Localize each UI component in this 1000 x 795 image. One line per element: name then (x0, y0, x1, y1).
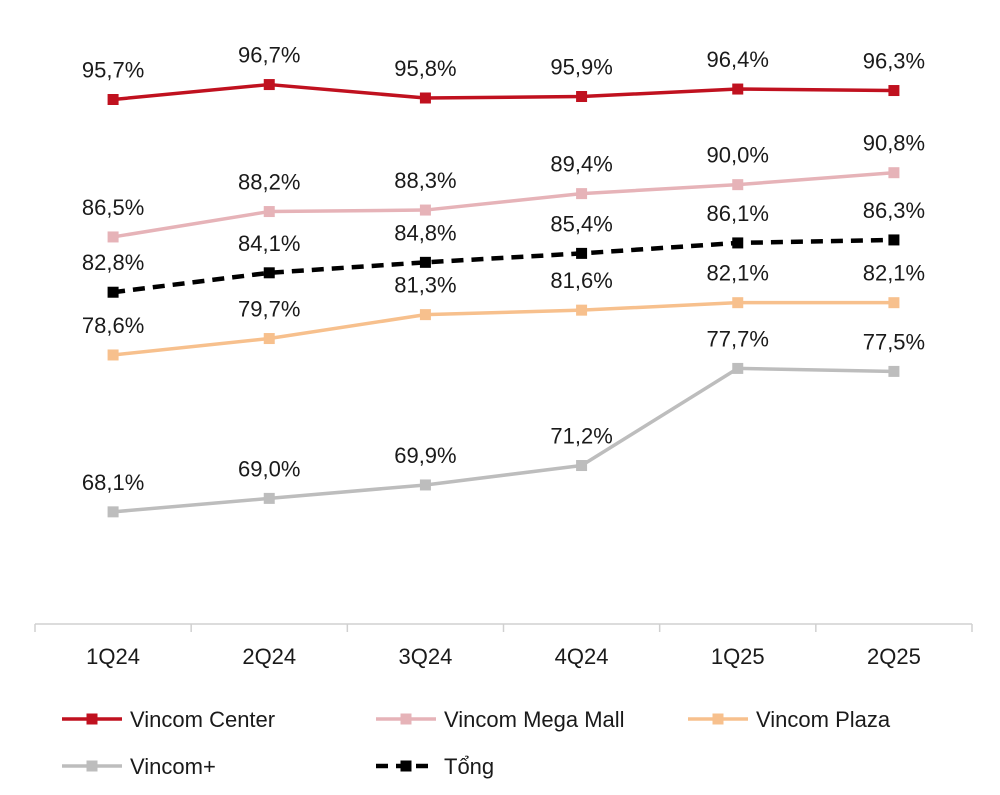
series-line-vincom-plus (112, 366, 894, 514)
legend-item-vincom-center: Vincom Center (62, 707, 275, 732)
data-label-vincom-plus: 68,1% (82, 470, 144, 495)
data-label-vincom-center: 95,8% (394, 56, 456, 81)
data-label-vincom-center: 96,4% (707, 47, 769, 72)
legend-label-t-ng: Tổng (444, 754, 494, 779)
data-label-t-ng: 84,8% (394, 220, 456, 245)
legend-marker-vincom-center (86, 713, 98, 725)
x-tick-label: 1Q24 (86, 644, 140, 669)
data-label-vincom-plaza: 81,6% (550, 268, 612, 293)
marker-vincom-plus (888, 365, 900, 377)
legend-item-vincom-plaza: Vincom Plaza (688, 707, 891, 732)
legend-marker-vincom-plaza (712, 713, 724, 725)
marker-vincom-plaza (107, 349, 119, 361)
x-tick-labels: 1Q24 2Q24 3Q24 4Q24 1Q25 2Q25 (86, 644, 921, 669)
marker-t-ng (576, 247, 588, 259)
x-tick-label: 3Q24 (399, 644, 453, 669)
series-line-vincom-plaza (112, 300, 894, 357)
marker-vincom-mega-mall (576, 188, 588, 200)
marker-t-ng (732, 237, 744, 249)
x-tick-label: 2Q25 (867, 644, 921, 669)
marker-t-ng (263, 267, 275, 279)
data-label-vincom-center: 96,7% (238, 43, 300, 68)
legend-label-vincom-center: Vincom Center (130, 707, 275, 732)
legend-marker-vincom-plus (86, 760, 98, 772)
data-label-vincom-mega-mall: 88,3% (394, 168, 456, 193)
marker-vincom-plus (732, 362, 744, 374)
data-label-vincom-plaza: 78,6% (82, 313, 144, 338)
data-label-vincom-plus: 71,2% (550, 424, 612, 449)
marker-vincom-plus (107, 506, 119, 518)
marker-vincom-plaza (419, 309, 431, 321)
marker-vincom-plaza (732, 297, 744, 309)
x-tick-label: 1Q25 (711, 644, 765, 669)
data-label-vincom-plus: 69,9% (394, 443, 456, 468)
data-label-t-ng: 86,1% (707, 201, 769, 226)
marker-vincom-plus (263, 492, 275, 504)
data-label-vincom-plaza: 81,3% (394, 273, 456, 298)
data-label-t-ng: 86,3% (863, 198, 925, 223)
marker-t-ng (888, 234, 900, 246)
x-tick-label: 2Q24 (242, 644, 296, 669)
data-label-vincom-mega-mall: 90,0% (707, 143, 769, 168)
marker-vincom-mega-mall (107, 231, 119, 243)
series-line-vincom-center (112, 82, 894, 102)
data-label-vincom-plus: 69,0% (238, 456, 300, 481)
data-label-t-ng: 84,1% (238, 231, 300, 256)
data-label-vincom-mega-mall: 90,8% (863, 131, 925, 156)
marker-vincom-plus (419, 479, 431, 491)
data-label-vincom-center: 95,9% (550, 55, 612, 80)
marker-t-ng (107, 286, 119, 298)
data-label-vincom-plus: 77,5% (863, 329, 925, 354)
data-label-vincom-center: 96,3% (863, 49, 925, 74)
data-label-vincom-plaza: 82,1% (863, 261, 925, 286)
data-label-vincom-plus: 77,7% (707, 326, 769, 351)
marker-vincom-plaza (576, 304, 588, 316)
data-labels: 95,7% 96,7% 95,8% 95,9% 96,4% 96,3% 86,5% 88,2%… (82, 43, 925, 495)
legend-marker-t-ng (400, 760, 412, 772)
series-lines (107, 79, 900, 518)
marker-vincom-mega-mall (263, 206, 275, 218)
marker-vincom-plus (576, 460, 588, 472)
marker-vincom-center (888, 85, 900, 97)
x-axis (34, 623, 973, 632)
data-label-t-ng: 82,8% (82, 250, 144, 275)
data-label-vincom-mega-mall: 86,5% (82, 195, 144, 220)
data-label-vincom-plaza: 82,1% (707, 261, 769, 286)
series-line-vincom-mega-mall (112, 170, 895, 239)
marker-t-ng (419, 256, 431, 268)
data-label-vincom-center: 95,7% (82, 58, 144, 83)
marker-vincom-center (263, 79, 275, 91)
data-label-t-ng: 85,4% (550, 211, 612, 236)
legend-item-vincom-plus: Vincom+ (62, 754, 216, 779)
marker-vincom-center (419, 92, 431, 104)
legend-marker-vincom-mega-mall (400, 713, 412, 725)
legend-label-vincom-mega-mall: Vincom Mega Mall (444, 707, 625, 732)
marker-vincom-center (732, 83, 744, 95)
legend-label-vincom-plaza: Vincom Plaza (756, 707, 891, 732)
data-label-vincom-plaza: 79,7% (238, 297, 300, 322)
marker-vincom-plaza (888, 297, 900, 309)
x-tick-label: 4Q24 (555, 644, 609, 669)
data-label-vincom-mega-mall: 88,2% (238, 170, 300, 195)
legend-label-vincom-plus: Vincom+ (130, 754, 216, 779)
marker-vincom-center (576, 91, 588, 103)
marker-vincom-mega-mall (888, 167, 900, 179)
legend-item-t-ng: Tổng (376, 754, 494, 779)
legend-item-vincom-mega-mall: Vincom Mega Mall (376, 707, 625, 732)
data-label-vincom-mega-mall: 89,4% (550, 152, 612, 177)
legend: Vincom Center Vincom Mega Mall Vincom Plaz… (62, 707, 891, 779)
marker-vincom-mega-mall (419, 204, 431, 216)
marker-vincom-plaza (263, 333, 275, 345)
marker-vincom-mega-mall (732, 179, 744, 191)
marker-vincom-center (107, 94, 119, 105)
series-line-t-ng (112, 237, 894, 295)
